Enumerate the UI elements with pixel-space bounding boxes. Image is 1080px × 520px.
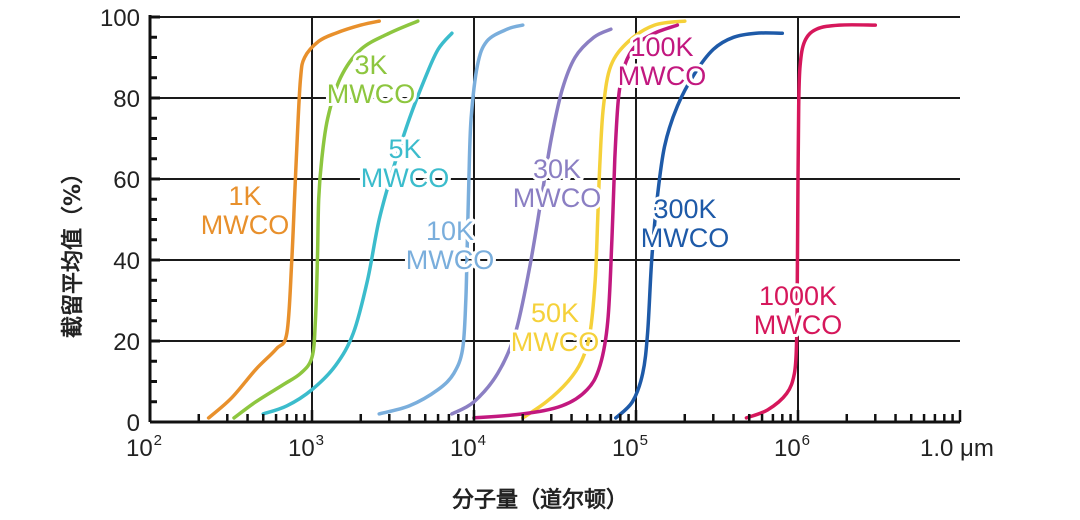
grid-layer (150, 16, 960, 422)
curve-label-layer: 1K MWCO 3K MWCO 5K MWCO 10K MWCO 30K MWCO 50K MWCO 1… (198, 29, 845, 360)
series-line-1 (232, 19, 420, 420)
series-label-0: 1K MWCO (201, 181, 289, 240)
y-tick-label-40: 40 (113, 248, 140, 275)
series-label-5: 50K MWCO (511, 298, 599, 357)
x-tick-label-5: 1.0 μm (920, 435, 994, 462)
y-tick-label-60: 60 (113, 167, 140, 194)
series-label-8: 1000K MWCO (754, 281, 842, 340)
x-tick-label-1: 103 (288, 432, 324, 462)
series-line-0 (206, 19, 381, 420)
y-tick-label-0: 0 (127, 410, 140, 437)
series-label-3: 10K MWCO (406, 216, 494, 275)
series-line-4 (450, 27, 613, 416)
series-line-3 (377, 23, 525, 416)
series-label-6: 100K MWCO (618, 32, 706, 91)
axis-layer: 0 20 40 60 80 100 102 103 104 105 106 1.0 μm (100, 5, 994, 462)
series-line-5 (521, 19, 687, 420)
y-tick-label-80: 80 (113, 86, 140, 113)
y-axis-title: 截留平均值（%） (60, 162, 86, 338)
series-line-2 (261, 31, 454, 416)
series-label-7: 300K MWCO (641, 194, 729, 253)
series-label-4: 30K MWCO (513, 154, 601, 213)
series-line-7 (614, 31, 785, 420)
axis-title-layer: 分子量（道尔顿） 截留平均值（%） (60, 162, 628, 513)
series-label-1: 3K MWCO (327, 50, 415, 109)
x-tick-label-3: 105 (612, 432, 648, 462)
x-tick-label-4: 106 (774, 432, 810, 462)
series-label-2: 5K MWCO (361, 134, 449, 193)
series-line-8 (744, 23, 878, 420)
x-tick-label-2: 104 (450, 432, 486, 462)
series-line-6 (472, 23, 680, 420)
x-axis-title: 分子量（道尔顿） (452, 487, 628, 513)
y-tick-label-100: 100 (100, 5, 140, 32)
y-tick-label-20: 20 (113, 329, 140, 356)
curve-layer (206, 19, 878, 420)
x-tick-label-0: 102 (126, 432, 162, 462)
